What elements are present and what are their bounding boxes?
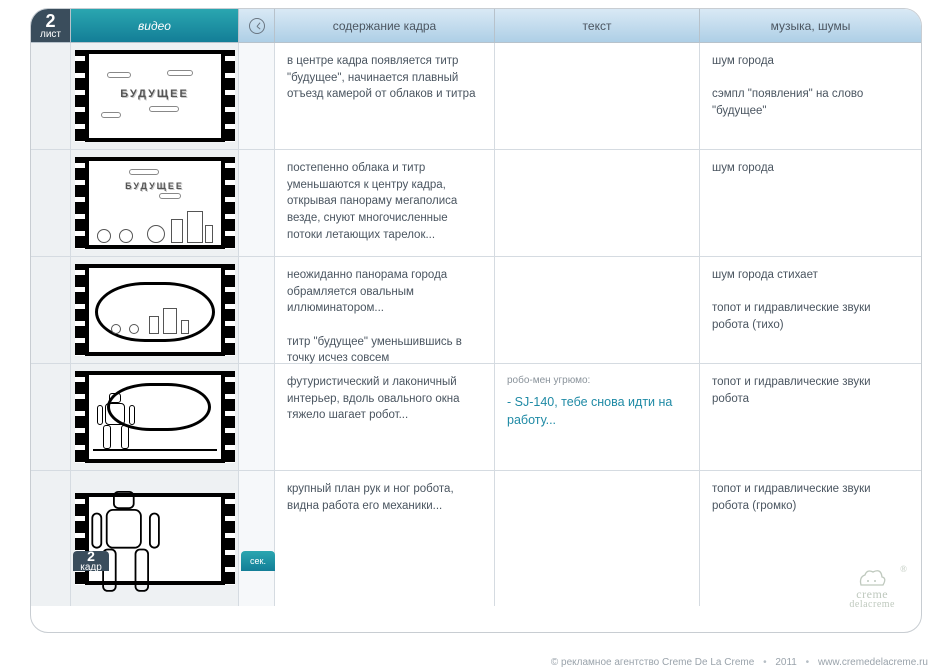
film-frame	[85, 264, 225, 356]
audio-cell: шум города сэмпл "появления" на слово "б…	[700, 43, 921, 149]
text-cell	[495, 150, 700, 256]
agency-logo: creme delacreme ®	[849, 569, 895, 610]
description-cell: крупный план рук и ног робота, видна раб…	[275, 471, 495, 606]
page-number: 2	[45, 12, 55, 30]
film-frame: БУДУЩЕЕ	[85, 50, 225, 142]
thumb-sketch	[89, 268, 221, 352]
timing-cell	[239, 257, 275, 363]
audio-cell: топот и гидравлические звуки робота	[700, 364, 921, 470]
text-cell	[495, 257, 700, 363]
header-text: текст	[495, 9, 700, 42]
storyboard-rows: БУДУЩЕЕ в центре кадра появляется титр "…	[31, 43, 921, 606]
timing-cell	[239, 471, 275, 606]
audio-cell: шум города	[700, 150, 921, 256]
thumb-sketch	[89, 375, 221, 459]
dialog-cue: робо-мен угрюмо:	[507, 374, 687, 389]
frame-cell	[71, 364, 239, 470]
gutter	[31, 43, 71, 149]
storyboard-sheet: 2 лист видео содержание кадра текст музы…	[30, 8, 922, 633]
footer-year: 2011	[775, 657, 797, 668]
clock-icon	[249, 18, 265, 34]
description-cell: в центре кадра появляется титр "будущее"…	[275, 43, 495, 149]
thumb-title: БУДУЩЕЕ	[120, 88, 189, 100]
thumb-sketch: БУДУЩЕЕ	[89, 54, 221, 138]
film-frame: БУДУЩЕЕ	[85, 157, 225, 249]
footer-credit: © рекламное агентство Creme De La Creme …	[0, 657, 928, 668]
storyboard-row: футуристический и лаконичный интерьер, в…	[31, 364, 921, 471]
thumb-title: БУДУЩЕЕ	[125, 181, 184, 191]
gutter	[31, 471, 71, 606]
header-video: видео	[71, 9, 239, 42]
storyboard-row: крупный план рук и ног робота, видна раб…	[31, 471, 921, 606]
frame-counter-label: кадр	[80, 563, 102, 573]
description-cell: неожиданно панорама города обрамляется о…	[275, 257, 495, 363]
frame-cell	[71, 471, 239, 606]
text-cell: робо-мен угрюмо: - SJ-140, тебе снова ид…	[495, 364, 700, 470]
gutter	[31, 150, 71, 256]
gutter	[31, 364, 71, 470]
header-timing	[239, 9, 275, 42]
audio-cell: шум города стихает топот и гидравлически…	[700, 257, 921, 363]
text-cell	[495, 43, 700, 149]
frame-cell: БУДУЩЕЕ	[71, 150, 239, 256]
header-row: 2 лист видео содержание кадра текст музы…	[31, 9, 921, 43]
header-audio: музыка, шумы	[700, 9, 921, 42]
description-cell: постепенно облака и титр уменьшаются к ц…	[275, 150, 495, 256]
description-cell: футуристический и лаконичный интерьер, в…	[275, 364, 495, 470]
storyboard-row: БУДУЩЕЕ в центре кадра появляется титр "…	[31, 43, 921, 150]
page-tab: 2 лист	[31, 9, 71, 42]
text-cell	[495, 471, 700, 606]
gutter	[31, 257, 71, 363]
thumb-sketch: БУДУЩЕЕ	[89, 161, 221, 245]
timing-cell	[239, 150, 275, 256]
frame-counter-tab: 2 кадр	[73, 551, 109, 571]
chef-hat-icon	[855, 569, 889, 587]
registered-icon: ®	[900, 565, 907, 574]
timing-cell	[239, 43, 275, 149]
dialog-line: - SJ-140, тебе снова идти на работу...	[507, 393, 687, 429]
film-frame	[85, 371, 225, 463]
storyboard-row: неожиданно панорама города обрамляется о…	[31, 257, 921, 364]
timing-cell	[239, 364, 275, 470]
logo-bottom: delacreme	[849, 600, 895, 610]
header-description: содержание кадра	[275, 9, 495, 42]
storyboard-row: БУДУЩЕЕ постепенно облака и титр уменьша…	[31, 150, 921, 257]
footer-url: www.cremedelacreme.ru	[818, 657, 928, 668]
frame-cell: БУДУЩЕЕ	[71, 43, 239, 149]
frame-cell	[71, 257, 239, 363]
seconds-tab: сек.	[241, 551, 275, 571]
footer-copyright: © рекламное агентство Creme De La Creme	[551, 657, 754, 668]
frame-counter-number: 2	[87, 549, 95, 563]
page-label: лист	[40, 30, 61, 40]
